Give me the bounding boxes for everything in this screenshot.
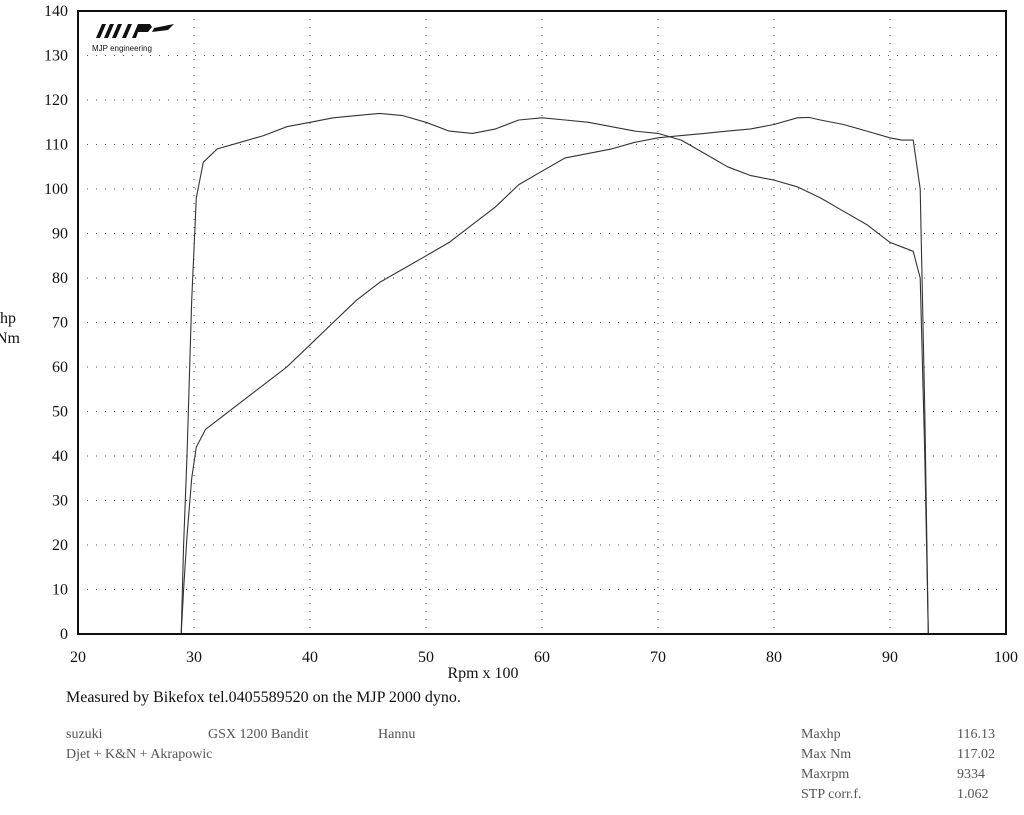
y-tick-label: 130 [44, 48, 68, 65]
x-tick-label: 50 [418, 649, 434, 666]
stat-label: Maxrpm [801, 767, 850, 782]
stat-value: 1.062 [957, 787, 989, 802]
stat-label: Maxhp [801, 727, 841, 742]
y-axis-title-hp: hp [0, 310, 16, 327]
dyno-caption: Measured by Bikefox tel.0405589520 on th… [66, 689, 461, 706]
x-tick-label: 100 [994, 649, 1018, 666]
plot-frame [77, 10, 1007, 635]
y-tick-label: 110 [45, 137, 68, 154]
info-make: suzuki [66, 727, 103, 742]
mjp-logo-mark [96, 24, 174, 38]
y-tick-label: 80 [52, 270, 68, 287]
y-axis-title-nm: Nm [0, 330, 21, 347]
y-tick-label: 90 [52, 226, 68, 243]
x-tick-label: 30 [186, 649, 202, 666]
stat-label: STP corr.f. [801, 787, 862, 802]
info-owner: Hannu [378, 727, 416, 742]
stat-value: 9334 [957, 767, 985, 782]
y-tick-label: 120 [44, 92, 68, 109]
mjp-logo: MJP engineering [92, 24, 174, 53]
y-tick-label: 140 [44, 3, 68, 20]
x-tick-label: 80 [766, 649, 782, 666]
tick-labels: 0 10 20 30 40 50 60 70 80 90 100 110 120 130 140 20 30 40… [44, 3, 1018, 666]
stat-value: 117.02 [957, 747, 995, 762]
dyno-chart: 0 10 20 30 40 50 60 70 80 90 100 110 120 130 140 20 30 40… [0, 3, 1018, 682]
y-tick-label: 50 [52, 404, 68, 421]
x-tick-label: 40 [302, 649, 318, 666]
y-tick-label: 100 [44, 181, 68, 198]
stat-label: Max Nm [801, 747, 852, 762]
info-mods: Djet + K&N + Akrapowic [66, 747, 213, 762]
y-tick-label: 20 [52, 537, 68, 554]
y-tick-label: 60 [52, 359, 68, 376]
logo-text: MJP engineering [92, 44, 152, 53]
x-axis-title: Rpm x 100 [447, 665, 518, 682]
series-line-hp [180, 116, 929, 635]
y-tick-label: 70 [52, 315, 68, 332]
series-line-nm [180, 112, 929, 635]
series-lines [180, 112, 929, 635]
y-tick-label: 30 [52, 493, 68, 510]
y-tick-label: 10 [52, 582, 68, 599]
x-tick-label: 70 [650, 649, 666, 666]
x-tick-label: 20 [70, 649, 86, 666]
stat-value: 116.13 [957, 727, 995, 742]
x-tick-label: 60 [534, 649, 550, 666]
y-tick-label: 40 [52, 448, 68, 465]
grid [78, 11, 1006, 634]
info-model: GSX 1200 Bandit [208, 727, 309, 742]
y-tick-label: 0 [60, 626, 68, 643]
x-tick-label: 90 [882, 649, 898, 666]
